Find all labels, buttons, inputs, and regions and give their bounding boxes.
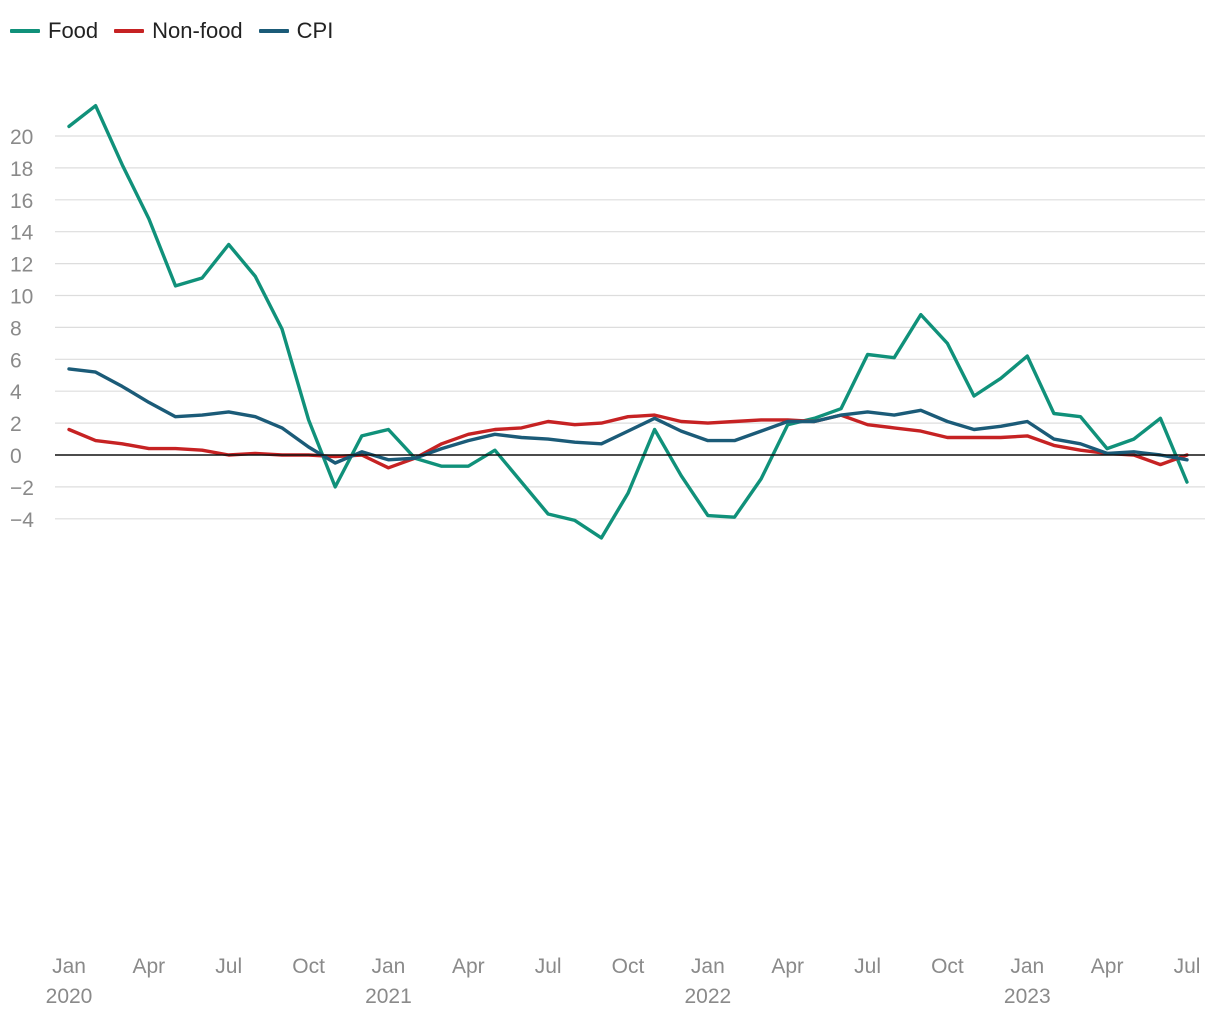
x-tick-label: Apr bbox=[452, 955, 485, 978]
x-tick-year-label: 2022 bbox=[684, 985, 731, 1008]
y-tick-label: 20 bbox=[10, 126, 33, 149]
legend-swatch-food bbox=[10, 29, 40, 33]
x-tick-label: Jan bbox=[52, 955, 86, 978]
legend-label-food: Food bbox=[48, 18, 99, 43]
series-line-food bbox=[67, 103, 1189, 540]
x-tick-year-label: 2021 bbox=[365, 985, 412, 1008]
x-tick-label: Jul bbox=[535, 955, 562, 978]
legend-item-non-food: Non-food bbox=[114, 18, 243, 44]
y-tick-label: 2 bbox=[10, 413, 22, 436]
x-tick-label: Apr bbox=[771, 955, 804, 978]
y-tick-label: 0 bbox=[10, 445, 22, 468]
y-tick-label: −2 bbox=[10, 477, 34, 500]
legend-swatch-non-food bbox=[114, 29, 145, 33]
x-tick-label: Jan bbox=[691, 955, 725, 978]
series-line-cpi bbox=[67, 367, 1189, 465]
y-tick-label: 8 bbox=[10, 317, 22, 340]
chart-legend: Food Non-food CPI bbox=[10, 18, 349, 44]
legend-label-non-food: Non-food bbox=[152, 18, 243, 43]
series-line-non-food bbox=[67, 413, 1189, 470]
legend-swatch-cpi bbox=[258, 29, 289, 33]
y-tick-label: 18 bbox=[10, 158, 33, 181]
y-tick-label: 14 bbox=[10, 222, 34, 245]
x-tick-label: Oct bbox=[292, 955, 325, 978]
y-tick-label: 6 bbox=[10, 349, 22, 372]
legend-item-food: Food bbox=[10, 18, 98, 44]
legend-label-cpi: CPI bbox=[296, 18, 334, 43]
x-tick-label: Jan bbox=[1010, 955, 1044, 978]
y-tick-label: 16 bbox=[10, 190, 33, 213]
y-tick-label: 4 bbox=[10, 381, 22, 404]
x-tick-label: Jan bbox=[371, 955, 405, 978]
x-tick-label: Jul bbox=[1174, 955, 1201, 978]
x-tick-label: Oct bbox=[612, 955, 645, 978]
y-tick-label: 12 bbox=[10, 254, 33, 277]
x-tick-label: Jul bbox=[854, 955, 881, 978]
x-tick-label: Apr bbox=[133, 955, 166, 978]
y-tick-label: 10 bbox=[10, 286, 33, 309]
y-tick-label: −4 bbox=[10, 509, 34, 532]
x-tick-label: Jul bbox=[215, 955, 242, 978]
legend-item-cpi: CPI bbox=[258, 18, 334, 44]
x-tick-label: Oct bbox=[931, 955, 964, 978]
x-tick-label: Apr bbox=[1091, 955, 1124, 978]
x-tick-year-label: 2020 bbox=[46, 985, 93, 1008]
x-tick-year-label: 2023 bbox=[1004, 985, 1051, 1008]
